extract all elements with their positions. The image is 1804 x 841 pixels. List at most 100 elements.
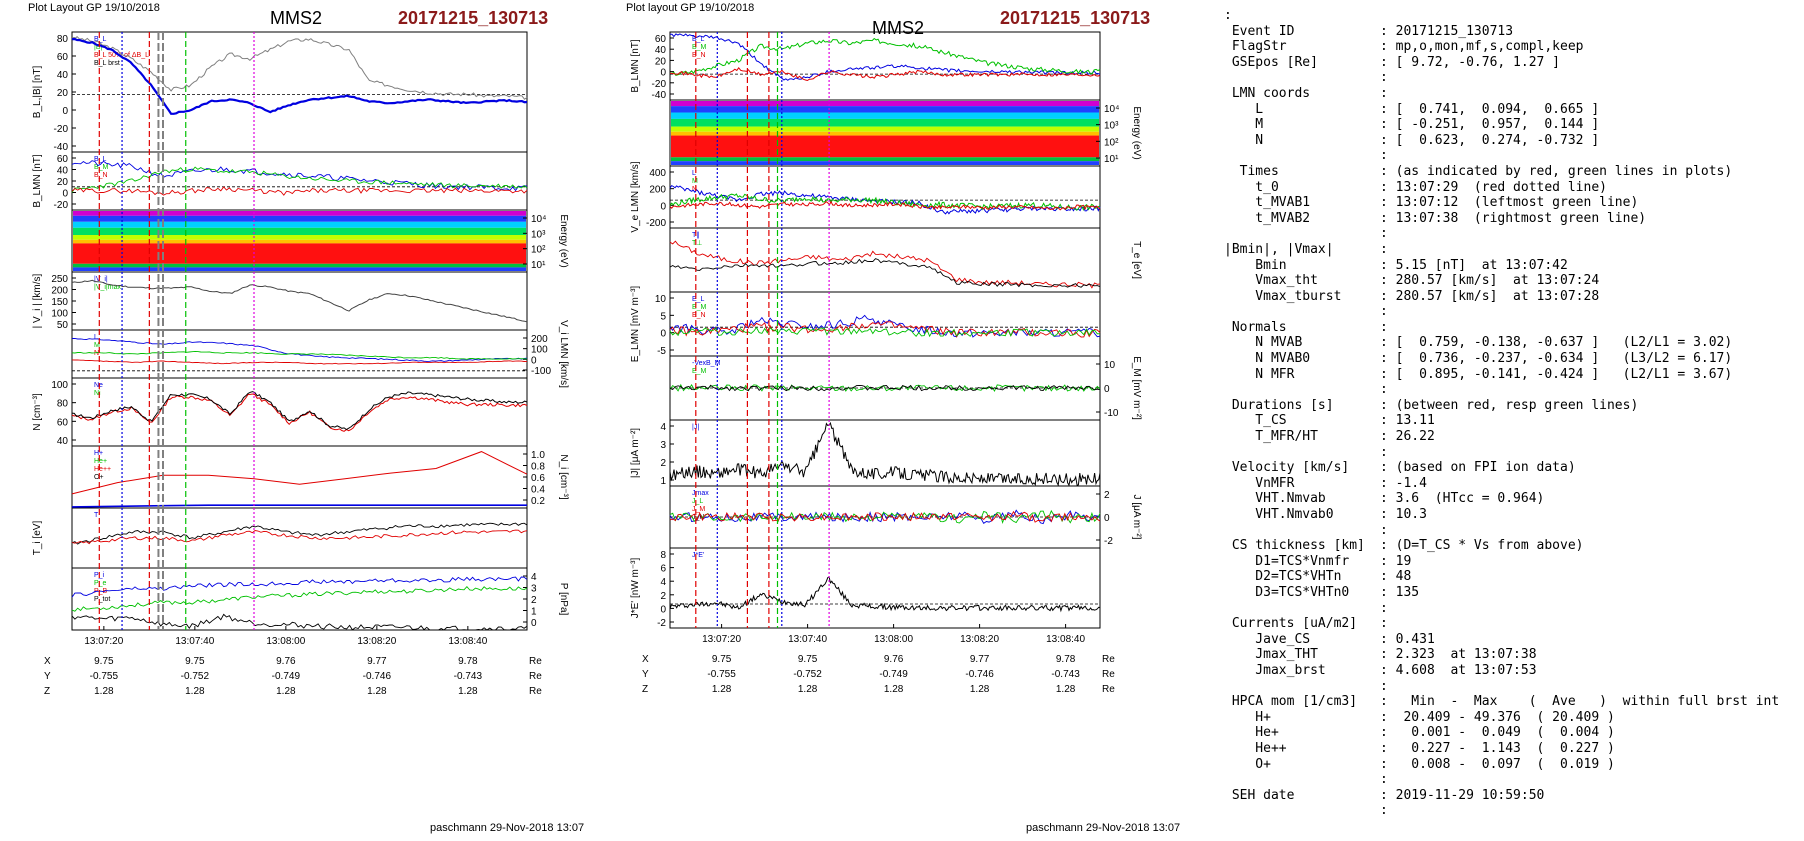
info-key: VHT.Nmvab0 (1224, 507, 1334, 522)
info-value: : (1380, 304, 1388, 320)
info-row: Jmax_brst: 4.608 at 13:07:53 (1224, 663, 1779, 679)
y-tick-label-right: 2 (1104, 490, 1110, 501)
spectrogram-band (73, 267, 526, 271)
position-value: 9.78 (1056, 654, 1076, 665)
info-value: : (1380, 678, 1388, 694)
info-key: t_MVAB1 (1224, 195, 1311, 211)
info-value: : (between red, resp green lines) (1380, 397, 1639, 413)
mid-event-label: 20171215_130713 (1000, 8, 1151, 28)
info-key: N (1224, 132, 1264, 148)
info-key: FlagStr (1224, 39, 1287, 55)
info-key: H+ (1224, 709, 1271, 725)
y-tick-label: 150 (51, 297, 68, 308)
info-value: : (D=T_CS * Vs from above) (1380, 538, 1584, 554)
left-event-label: 20171215_130713 (398, 8, 549, 28)
position-value: 1.28 (94, 686, 114, 697)
legend-label: |B| (94, 44, 102, 51)
position-value: -0.755 (707, 669, 736, 680)
position-value: -0.746 (363, 671, 392, 682)
legend-label: N (692, 186, 697, 193)
legend-label: |J| (692, 424, 699, 431)
y-tick-label: 0 (62, 106, 68, 117)
panel-frame (71, 151, 528, 211)
info-key: L (1224, 101, 1264, 117)
y-tick-label: 0 (660, 68, 666, 79)
y-tick-label-right: 0 (531, 618, 537, 629)
y-tick-label-right: -100 (531, 366, 551, 377)
info-value: : (1380, 148, 1388, 164)
info-row: N MVAB: [ 0.759, -0.138, -0.637 ] (L2/L1… (1224, 335, 1779, 351)
y-tick-label: 60 (57, 154, 69, 165)
y-tick-label: 6 (660, 564, 666, 575)
position-unit: Re (529, 686, 542, 697)
y-tick-label-right: 10³ (531, 229, 546, 240)
position-value: 9.76 (884, 654, 904, 665)
y-tick-label: 100 (51, 309, 68, 320)
info-row: Durations [s]: (between red, resp green … (1224, 398, 1779, 414)
y-tick-label: 4 (660, 422, 666, 433)
position-value: 9.75 (185, 656, 205, 667)
series-line (71, 391, 528, 431)
info-row: : (1224, 8, 1779, 24)
series-line (669, 37, 1101, 76)
position-value: 9.77 (367, 656, 387, 667)
y-tick-label-right: 10¹ (1104, 154, 1119, 165)
info-row: Currents [uA/m2]: (1224, 616, 1779, 632)
legend-label: T⊥ (692, 240, 702, 247)
spectrogram-band (671, 131, 1099, 136)
y-tick-label: 100 (51, 380, 68, 391)
left-footer: paschmann 29-Nov-2018 13:07 (430, 822, 585, 834)
y-tick-label-right: 10² (1104, 137, 1119, 148)
legend-label: J*E' (692, 552, 704, 559)
info-value: : (1380, 85, 1388, 101)
info-value: : 13:07:29 (red dotted line) (1380, 179, 1607, 195)
panel-frame (669, 547, 1101, 629)
x-tick-label: 13:08:20 (960, 634, 999, 645)
info-row: Jave_CS: 0.431 (1224, 632, 1779, 648)
spectrogram-band (671, 112, 1099, 119)
y-tick-label: 200 (51, 286, 68, 297)
trace-line (71, 613, 528, 631)
legend-label: L (94, 334, 98, 341)
position-value: -0.743 (1051, 669, 1080, 680)
info-value: : 4.608 at 13:07:53 (1380, 662, 1537, 678)
info-row: |Bmin|, |Vmax|: (1224, 242, 1779, 258)
info-value: : (1380, 803, 1388, 819)
info-key: He+ (1224, 725, 1279, 741)
info-key: t_MVAB2 (1224, 210, 1311, 226)
info-key: N MFR (1224, 366, 1295, 382)
position-unit: Re (529, 656, 542, 667)
panel-frame (669, 291, 1101, 357)
trace-line (71, 166, 528, 193)
y-tick-label-right: 1 (531, 607, 537, 618)
info-row: H+: 20.409 - 49.376 ( 20.409 ) (1224, 710, 1779, 726)
y-axis-label: B_L,|B| [nT] (32, 66, 43, 119)
info-row: Event ID: 20171215_130713 (1224, 24, 1779, 40)
info-key: |Bmin|, |Vmax| (1224, 241, 1334, 257)
info-key: N MVAB (1224, 335, 1303, 351)
y-axis-label: T_i [eV] (32, 521, 43, 556)
y-tick-label-right: -2 (1104, 536, 1113, 547)
info-value: : 135 (1380, 584, 1420, 600)
info-value: : mp,o,mon,mf,s,compl,keep (1380, 39, 1584, 55)
trace-line (71, 529, 528, 545)
legend-label: M (94, 342, 100, 349)
info-key: T_CS (1224, 413, 1287, 429)
spectrogram-band (73, 263, 526, 268)
info-row: LMN coords: (1224, 86, 1779, 102)
info-key: Bmin (1224, 257, 1287, 273)
legend-label: H+ (94, 450, 103, 457)
info-value: : (1380, 522, 1388, 538)
position-row-label: Y (44, 671, 51, 682)
y-tick-label: 250 (51, 274, 68, 285)
info-value: : 48 (1380, 569, 1412, 585)
info-row: GSEpos [Re]: [ 9.72, -0.76, 1.27 ] (1224, 55, 1779, 71)
panel-frame (71, 271, 528, 331)
y-tick-label: -200 (646, 218, 666, 229)
legend-label: J_M (692, 506, 705, 513)
y-tick-label-right: 0.6 (531, 473, 545, 484)
y-tick-label-right: -10 (1104, 408, 1119, 419)
trace-line (71, 522, 528, 545)
info-value: : (1380, 444, 1388, 460)
info-value: : 0.008 - 0.097 ( 0.019 ) (1380, 756, 1615, 772)
